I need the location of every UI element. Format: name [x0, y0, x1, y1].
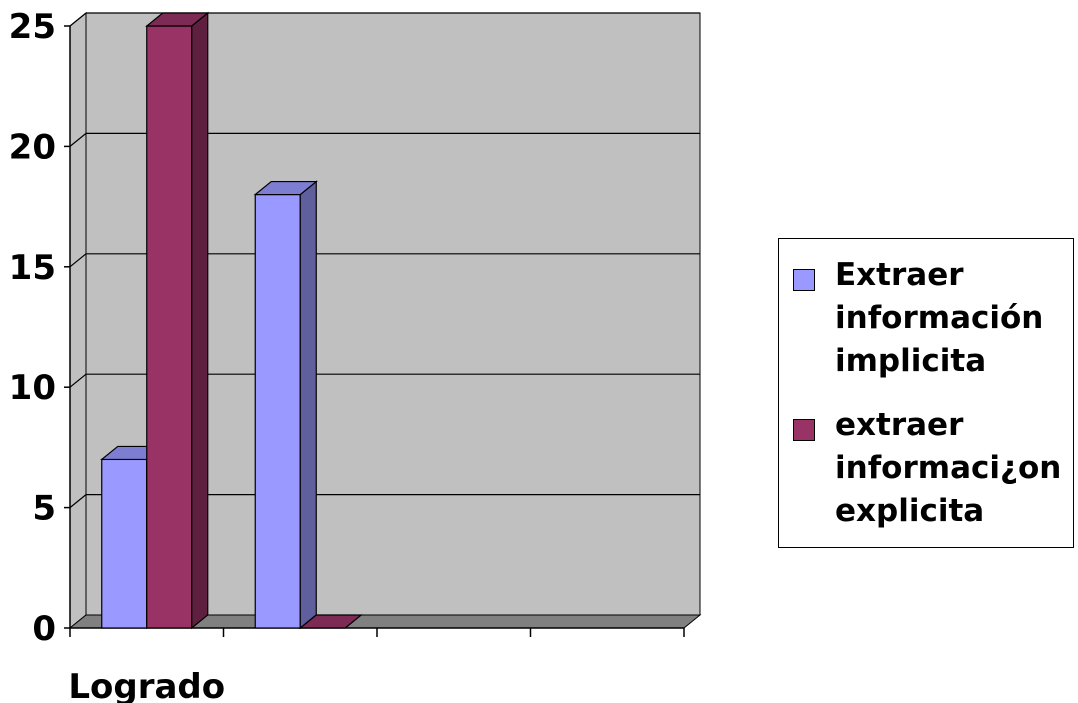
- gridline-side: [69, 253, 87, 268]
- y-tick-label: 0: [32, 609, 56, 649]
- legend-label: Extraer información implicita: [835, 257, 1044, 379]
- bar-top: [145, 12, 210, 27]
- tick-labels: 0 5 10 15 20 25 Logrado: [9, 7, 225, 703]
- bar-top: [298, 614, 363, 629]
- bar: [145, 11, 210, 630]
- bar-side: [299, 180, 317, 630]
- gridline-side: [69, 132, 87, 147]
- bars: [100, 11, 363, 630]
- gridline-side: [69, 494, 87, 509]
- x-tick-label: Logrado: [68, 667, 225, 703]
- bar-side: [191, 11, 209, 630]
- side-wall: [69, 11, 87, 630]
- legend-swatch-extraer-implicita: [793, 269, 815, 291]
- bar-front: [146, 25, 193, 629]
- y-tick-label: 20: [9, 127, 56, 167]
- y-tick-label: 15: [9, 248, 56, 288]
- legend-label: extraer informaci¿on explicita: [835, 407, 1062, 529]
- y-tick-label: 5: [32, 489, 56, 529]
- bar: [253, 180, 318, 630]
- bar-front: [254, 193, 301, 629]
- legend: Extraer información implicita extraer in…: [778, 238, 1074, 548]
- gridline-side: [69, 12, 87, 27]
- legend-swatch-extraer-explicita: [793, 419, 815, 441]
- bar-top: [253, 180, 318, 196]
- bar: [298, 614, 363, 629]
- y-tick-label: 10: [9, 368, 56, 408]
- bar-front: [101, 458, 148, 629]
- gridline-side: [69, 373, 87, 388]
- y-tick-label: 25: [9, 7, 56, 47]
